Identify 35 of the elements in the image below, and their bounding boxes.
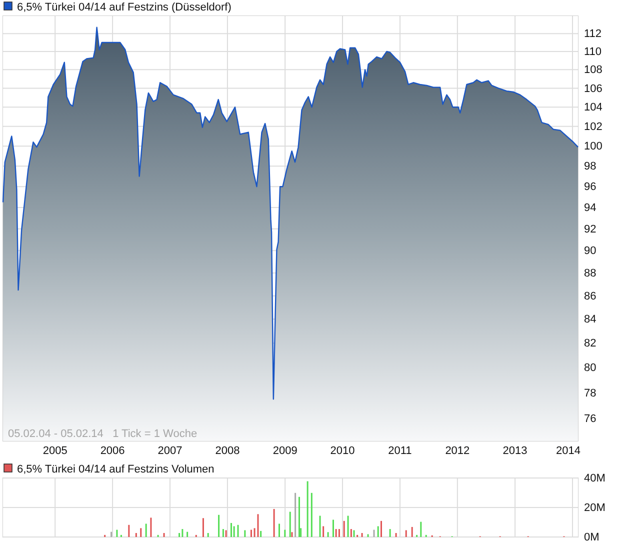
y-tick-label: 20M [584, 502, 606, 514]
x-tick-label: 2009 [272, 444, 298, 457]
y-tick-label: 88 [584, 268, 596, 280]
x-tick-label: 2011 [388, 444, 412, 457]
y-tick-label: 40M [584, 472, 606, 485]
x-tick-label: 2010 [330, 444, 355, 457]
y-tick-label: 76 [584, 413, 596, 426]
y-tick-label: 84 [584, 314, 596, 326]
y-tick-label: 96 [584, 181, 596, 194]
y-tick-label: 86 [584, 290, 596, 302]
legend-label: 6,5% Türkei 04/14 auf Festzins (Düsseldorf) [17, 2, 232, 14]
x-tick-label: 2008 [215, 444, 240, 457]
x-tick-label: 2007 [158, 444, 182, 457]
y-tick-label: 100 [584, 140, 602, 153]
y-tick-label: 90 [584, 245, 596, 258]
y-tick-label: 80 [584, 362, 596, 374]
y-tick-label: 110 [584, 46, 602, 58]
y-tick-label: 112 [584, 28, 602, 40]
x-tick-label: 2005 [42, 444, 68, 457]
x-tick-label: 2013 [502, 444, 528, 457]
y-tick-label: 78 [584, 387, 596, 400]
y-tick-label: 82 [584, 338, 596, 350]
legend-label: 6,5% Türkei 04/14 auf Festzins Volumen [17, 464, 214, 476]
y-tick-label: 102 [584, 120, 602, 133]
y-tick-label: 106 [584, 82, 602, 95]
annotation: 05.02.04 - 05.02.14 1 Tick = 1 Woche [8, 428, 198, 440]
y-tick-label: 108 [584, 64, 602, 76]
y-tick-label: 0M [584, 532, 600, 544]
x-tick-label: 2012 [445, 444, 470, 457]
y-tick-label: 98 [584, 160, 596, 173]
x-tick-label: 2006 [100, 444, 125, 457]
y-tick-label: 104 [584, 102, 602, 114]
x-tick-label: 2014 [556, 444, 580, 457]
y-tick-label: 94 [584, 202, 596, 214]
y-tick-label: 92 [584, 223, 596, 236]
